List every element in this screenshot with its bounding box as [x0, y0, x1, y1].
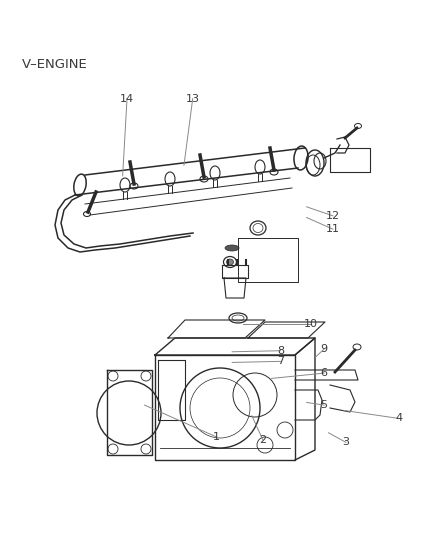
Text: 12: 12 [326, 211, 340, 221]
Text: 9: 9 [321, 344, 328, 354]
Text: 4: 4 [395, 414, 402, 423]
Text: 7: 7 [277, 357, 284, 366]
Ellipse shape [225, 245, 239, 251]
Text: 1: 1 [213, 432, 220, 442]
Ellipse shape [226, 259, 233, 265]
Text: 2: 2 [259, 435, 266, 445]
Text: 6: 6 [321, 368, 328, 378]
Text: V–ENGINE: V–ENGINE [22, 58, 88, 71]
Text: 11: 11 [326, 224, 340, 234]
Text: 8: 8 [277, 346, 284, 356]
Text: 10: 10 [304, 319, 318, 329]
Text: 13: 13 [186, 94, 200, 103]
Text: 3: 3 [343, 438, 350, 447]
Text: 14: 14 [120, 94, 134, 103]
Text: 5: 5 [321, 400, 328, 410]
